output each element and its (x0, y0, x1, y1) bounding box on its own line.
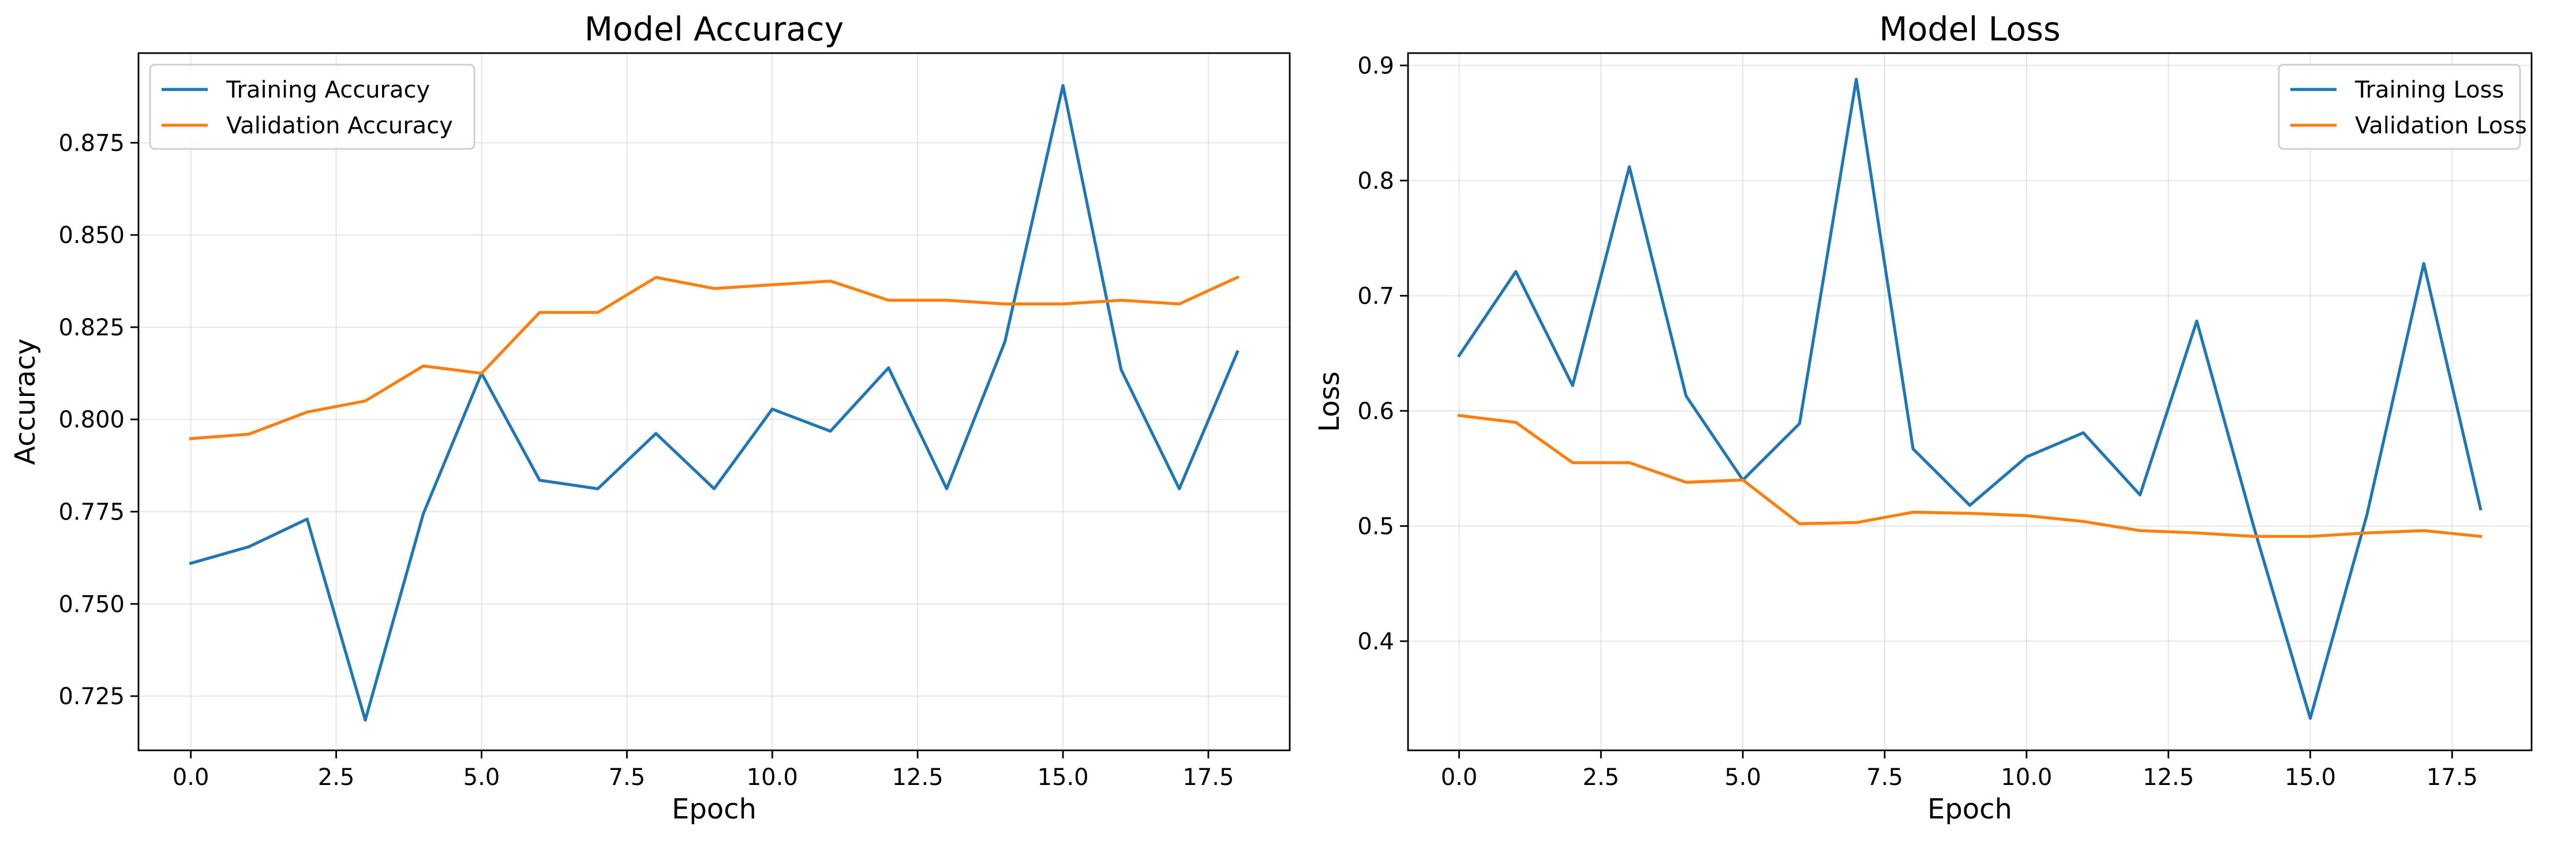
accuracy-y-axis-label: Accuracy (9, 338, 42, 465)
loss-y-tick-label-2: 0.6 (1357, 398, 1394, 425)
loss-x-tick-label-3: 7.5 (1866, 764, 1903, 791)
loss-y-tick-label-3: 0.7 (1357, 283, 1394, 309)
loss-y-tick-label-1: 0.5 (1357, 513, 1394, 540)
accuracy-x-tick-label-0: 0.0 (173, 764, 209, 791)
accuracy-y-tick-label-5: 0.850 (58, 222, 125, 249)
accuracy-chart-title: Model Accuracy (585, 10, 844, 48)
loss-x-tick-label-6: 15.0 (2285, 764, 2336, 791)
accuracy-legend-label-1: Validation Accuracy (226, 113, 453, 139)
accuracy-x-tick-label-3: 7.5 (609, 764, 646, 791)
accuracy-axes-frame (137, 52, 1291, 751)
loss-x-tick-label-2: 5.0 (1724, 764, 1761, 791)
accuracy-y-tick-label-3: 0.800 (58, 407, 125, 433)
loss-x-tick-label-1: 2.5 (1583, 764, 1620, 791)
loss-x-axis-label: Epoch (1927, 793, 2012, 825)
accuracy-y-tick-label-2: 0.775 (58, 499, 125, 525)
accuracy-x-tick-label-6: 15.0 (1038, 764, 1089, 791)
loss-ticks: 0.0 2.5 5.0 7.5 10.0 12.5 15.0 17.5 0.4 0.5 0.6 0.7… (1357, 53, 2477, 791)
loss-legend-box (2278, 63, 2521, 150)
accuracy-legend: Training Accuracy Validation Accuracy (149, 63, 475, 150)
accuracy-chart: Model Accuracy Epoch Accuracy 0.0 2.5 5.0 7… (9, 10, 1291, 825)
accuracy-y-tick-label-1: 0.750 (58, 591, 125, 618)
loss-chart: Model Loss Epoch Loss 0.0 2.5 5.0 7.5 10.0 12… (1313, 10, 2533, 825)
accuracy-ticks: 0.0 2.5 5.0 7.5 10.0 12.5 15.0 17.5 0.725 0.750 0.… (58, 130, 1234, 791)
loss-series-line-0 (1457, 77, 2483, 720)
loss-legend-label-0: Training Loss (2354, 77, 2504, 103)
loss-x-tick-label-0: 0.0 (1441, 764, 1478, 791)
accuracy-x-tick-label-4: 10.0 (747, 764, 798, 791)
accuracy-legend-box (149, 63, 475, 150)
loss-legend-label-1: Validation Loss (2355, 113, 2527, 139)
accuracy-x-tick-label-7: 17.5 (1182, 764, 1234, 791)
loss-grid (1408, 53, 2532, 750)
loss-series-line-1 (1457, 413, 2483, 539)
loss-axes-frame (1407, 52, 2533, 751)
accuracy-x-axis-label: Epoch (672, 793, 757, 825)
loss-chart-title: Model Loss (1879, 10, 2060, 48)
accuracy-x-tick-label-2: 5.0 (463, 764, 500, 791)
accuracy-series (189, 84, 1240, 722)
accuracy-y-tick-label-4: 0.825 (58, 315, 125, 341)
accuracy-legend-label-0: Training Accuracy (226, 77, 430, 103)
loss-x-tick-label-5: 12.5 (2143, 764, 2194, 791)
accuracy-x-tick-label-5: 12.5 (892, 764, 943, 791)
accuracy-series-line-0 (189, 84, 1240, 722)
loss-x-tick-label-7: 17.5 (2427, 764, 2478, 791)
loss-y-tick-label-5: 0.9 (1357, 53, 1394, 79)
loss-legend: Training Loss Validation Loss (2278, 63, 2527, 150)
accuracy-x-tick-label-1: 2.5 (318, 764, 355, 791)
accuracy-series-line-1 (189, 275, 1240, 440)
accuracy-y-tick-label-6: 0.875 (58, 130, 125, 156)
loss-y-axis-label: Loss (1313, 371, 1346, 432)
loss-y-tick-label-4: 0.8 (1357, 168, 1394, 195)
accuracy-y-tick-label-0: 0.725 (58, 683, 125, 710)
loss-x-tick-label-4: 10.0 (2001, 764, 2052, 791)
loss-series (1457, 77, 2483, 720)
loss-y-tick-label-0: 0.4 (1357, 629, 1394, 655)
